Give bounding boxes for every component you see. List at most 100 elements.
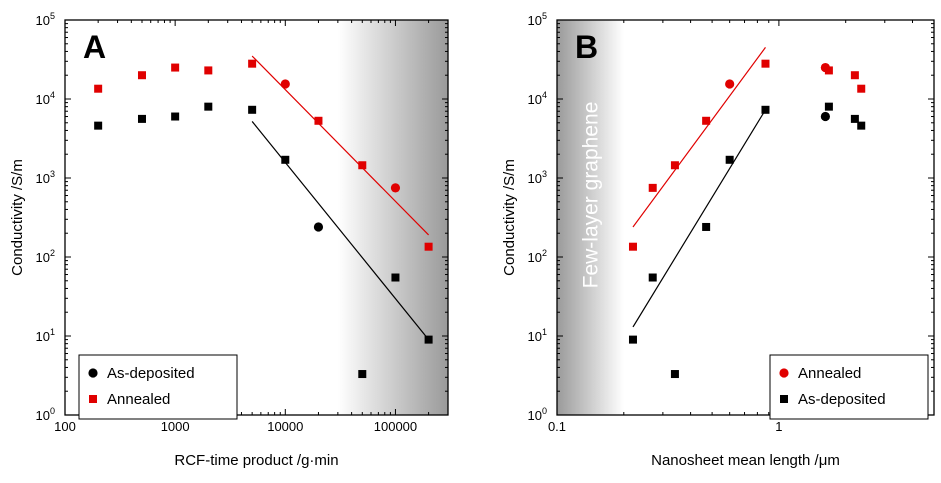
- y-tick-base: 10: [528, 329, 542, 344]
- data-point-square: [391, 273, 400, 282]
- x-tick-label: 100000: [374, 419, 417, 434]
- y-tick-exponent: 2: [50, 248, 55, 258]
- x-axis-label: Nanosheet mean length /μm: [651, 452, 840, 469]
- data-point-circle: [313, 222, 324, 232]
- y-tick-label: 105: [36, 11, 55, 28]
- data-point-square: [670, 370, 679, 379]
- data-point-square: [171, 112, 180, 121]
- y-tick-exponent: 0: [50, 406, 55, 416]
- region-annotation: Few-layer graphene: [579, 102, 602, 289]
- legend: Annealed As-deposited: [769, 354, 929, 420]
- y-tick-label: 105: [528, 11, 547, 28]
- y-tick-exponent: 1: [50, 327, 55, 337]
- y-tick-exponent: 3: [50, 169, 55, 179]
- data-point-square: [314, 116, 323, 125]
- panel-label: B: [575, 29, 598, 65]
- data-point-circle: [820, 111, 830, 122]
- fit-line-0: [632, 47, 766, 228]
- y-axis-label: Conductivity /S/m: [9, 159, 26, 276]
- data-point-square: [94, 84, 103, 93]
- y-tick-base: 10: [36, 329, 50, 344]
- data-point-square: [94, 121, 103, 130]
- data-point-square: [628, 335, 637, 344]
- y-tick-base: 10: [36, 171, 50, 186]
- y-tick-base: 10: [528, 171, 542, 186]
- data-point-square: [725, 155, 734, 164]
- plot-frame: [64, 19, 449, 416]
- legend-label: As-deposited: [798, 391, 886, 408]
- y-tick-label: 103: [528, 169, 547, 186]
- y-tick-label: 103: [36, 169, 55, 186]
- legend-marker-square: [89, 395, 97, 403]
- y-tick-label: 102: [528, 248, 547, 265]
- data-point-circle: [725, 79, 735, 89]
- data-point-square: [358, 161, 367, 170]
- y-tick-exponent: 1: [542, 327, 547, 337]
- y-tick-exponent: 3: [542, 169, 547, 179]
- data-point-square: [248, 105, 257, 114]
- plot-frame: [556, 19, 935, 416]
- panel-label: A: [83, 29, 106, 65]
- data-point-square: [424, 242, 433, 251]
- x-tick-label: 0.1: [548, 419, 566, 434]
- data-point-circle: [280, 79, 290, 89]
- x-axis-label: RCF-time product /g·min: [174, 452, 338, 469]
- x-tick-label: 1000: [161, 419, 190, 434]
- y-tick-exponent: 0: [542, 406, 547, 416]
- fit-line-1: [632, 109, 766, 328]
- data-point-square: [850, 71, 859, 80]
- data-point-square: [824, 66, 833, 75]
- y-tick-exponent: 4: [50, 90, 55, 100]
- data-point-square: [702, 222, 711, 231]
- y-tick-exponent: 4: [542, 90, 547, 100]
- legend: As-deposited Annealed: [78, 354, 238, 420]
- data-point-square: [281, 155, 290, 164]
- data-point-square: [857, 121, 866, 130]
- data-point-square: [204, 102, 213, 111]
- y-tick-label: 101: [36, 327, 55, 344]
- legend-marker-circle: [779, 368, 789, 378]
- y-tick-base: 10: [528, 92, 542, 107]
- y-tick-label: 100: [528, 406, 547, 423]
- shaded-region: [557, 20, 624, 415]
- y-tick-exponent: 5: [542, 11, 547, 21]
- legend-box: [78, 354, 238, 420]
- data-point-square: [761, 105, 770, 114]
- data-point-square: [857, 84, 866, 93]
- y-tick-base: 10: [36, 13, 50, 28]
- y-tick-label: 104: [528, 90, 547, 107]
- y-tick-exponent: 2: [542, 248, 547, 258]
- data-point-square: [248, 59, 257, 68]
- y-axis-label: Conductivity /S/m: [501, 159, 518, 276]
- data-point-square: [648, 183, 657, 192]
- data-point-square: [648, 273, 657, 282]
- data-point-circle: [390, 183, 401, 193]
- y-tick-label: 100: [36, 406, 55, 423]
- data-point-square: [358, 370, 367, 379]
- shaded-region: [337, 20, 448, 415]
- data-point-square: [137, 114, 146, 123]
- data-point-square: [761, 59, 770, 68]
- x-tick-label: 1: [775, 419, 782, 434]
- y-tick-base: 10: [36, 92, 50, 107]
- data-point-square: [424, 335, 433, 344]
- data-point-square: [670, 161, 679, 170]
- data-point-square: [137, 71, 146, 80]
- x-tick-label: 100: [54, 419, 76, 434]
- data-point-square: [850, 114, 859, 123]
- y-tick-label: 102: [36, 248, 55, 265]
- y-tick-exponent: 5: [50, 11, 55, 21]
- y-tick-label: 101: [528, 327, 547, 344]
- data-point-square: [702, 116, 711, 125]
- legend-marker-circle: [88, 368, 98, 378]
- x-tick-label: 10000: [267, 419, 303, 434]
- data-point-square: [628, 242, 637, 251]
- data-point-square: [824, 102, 833, 111]
- legend-label: Annealed: [107, 391, 170, 408]
- data-point-square: [204, 66, 213, 75]
- legend-box: [769, 354, 929, 420]
- data-point-square: [171, 63, 180, 72]
